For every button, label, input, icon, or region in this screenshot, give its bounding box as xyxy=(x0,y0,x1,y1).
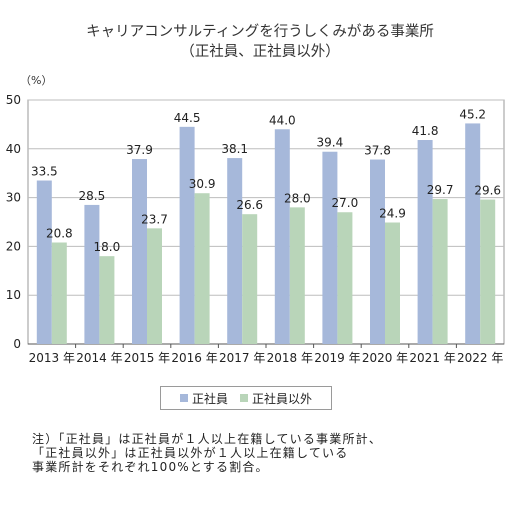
bar-chart: 0 10 20 30 40 50 33.5 20.8 2013 年 28.5 18.0 2014 年 3… xyxy=(6,93,505,365)
bar-series1 xyxy=(36,180,52,344)
legend-swatch-series1 xyxy=(179,394,188,402)
data-label: 37.9 xyxy=(126,143,153,157)
data-label: 37.8 xyxy=(364,144,391,158)
legend-item-series2: 正社員以外 xyxy=(240,390,312,407)
bar-series2 xyxy=(194,193,210,344)
data-label: 41.8 xyxy=(412,124,439,138)
bar-series2 xyxy=(480,199,496,344)
data-label: 18.0 xyxy=(94,240,121,254)
chart-title-line1: キャリアコンサルティングを行うしくみがある事業所 xyxy=(86,24,434,40)
data-label: 45.2 xyxy=(459,107,486,121)
y-tick-label: 30 xyxy=(6,191,21,205)
footnote-line2: 「正社員以外」は正社員以外が１人以上在籍している xyxy=(32,446,349,460)
data-label: 27.0 xyxy=(332,196,359,210)
x-tick-label: 2014 年 xyxy=(76,351,122,365)
bar-series1 xyxy=(179,126,195,344)
data-label: 44.0 xyxy=(269,113,296,127)
data-label: 26.6 xyxy=(236,198,263,212)
bar-series2 xyxy=(99,256,115,344)
x-tick-label: 2019 年 xyxy=(314,351,360,365)
x-tick-label: 2016 年 xyxy=(171,351,217,365)
data-label: 39.4 xyxy=(317,136,344,150)
chart-title-line2: （正社員、正社員以外） xyxy=(180,44,340,60)
legend: 正社員 正社員以外 xyxy=(160,386,332,410)
x-tick-label: 2017 年 xyxy=(219,351,265,365)
bar-series1 xyxy=(465,123,481,344)
y-tick-label: 20 xyxy=(6,239,21,253)
bar-series1 xyxy=(84,204,100,344)
data-label: 30.9 xyxy=(189,177,216,191)
data-label: 29.7 xyxy=(427,183,454,197)
bar-series2 xyxy=(385,222,400,344)
legend-swatch-series2 xyxy=(240,394,248,402)
bar-series2 xyxy=(147,228,162,344)
data-label: 24.9 xyxy=(379,206,406,220)
data-label: 23.7 xyxy=(141,212,168,226)
footnote-line3: 事業所計をそれぞれ100%とする割合。 xyxy=(32,460,269,474)
y-tick-label: 0 xyxy=(13,337,21,351)
bar-series1 xyxy=(227,158,243,344)
data-label: 33.5 xyxy=(31,165,58,179)
data-label: 44.5 xyxy=(174,111,201,125)
bar-series1 xyxy=(274,129,290,344)
bar-series2 xyxy=(51,242,67,344)
data-label: 28.5 xyxy=(79,189,106,203)
data-label: 20.8 xyxy=(46,226,73,240)
footnote: 注）「正社員」は正社員が１人以上在籍している事業所計、 「正社員以外」は正社員以… xyxy=(32,432,502,474)
bar-series2 xyxy=(432,199,448,344)
x-tick-label: 2020 年 xyxy=(362,351,408,365)
y-tick-label: 50 xyxy=(6,93,21,107)
x-tick-label: 2013 年 xyxy=(29,351,75,365)
legend-label-series2: 正社員以外 xyxy=(252,391,313,406)
y-axis-unit-label: （%） xyxy=(20,74,53,87)
footnote-line1: 注）「正社員」は正社員が１人以上在籍している事業所計、 xyxy=(32,432,383,446)
bar-series1 xyxy=(132,159,147,344)
data-label: 29.6 xyxy=(474,184,501,198)
y-tick-label: 40 xyxy=(6,142,21,156)
bar-series1 xyxy=(370,159,385,344)
bar-series2 xyxy=(242,214,258,344)
data-label: 28.0 xyxy=(284,191,311,205)
data-label: 38.1 xyxy=(221,142,248,156)
bar-series2 xyxy=(337,212,353,344)
x-tick-label: 2015 年 xyxy=(124,351,170,365)
chart-title: キャリアコンサルティングを行うしくみがある事業所 （正社員、正社員以外） xyxy=(0,22,520,62)
bar-series1 xyxy=(322,151,338,344)
y-tick-label: 10 xyxy=(6,288,21,302)
bar-series1 xyxy=(417,140,433,344)
bar-series2 xyxy=(289,207,305,344)
legend-label-series1: 正社員 xyxy=(191,391,228,406)
x-tick-label: 2022 年 xyxy=(457,351,503,365)
x-tick-label: 2018 年 xyxy=(267,351,313,365)
legend-item-series1: 正社員 xyxy=(179,390,228,407)
x-tick-label: 2021 年 xyxy=(409,351,455,365)
